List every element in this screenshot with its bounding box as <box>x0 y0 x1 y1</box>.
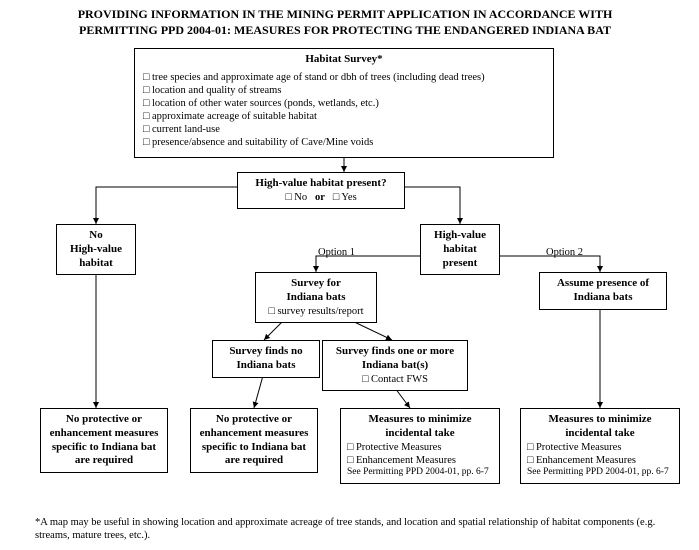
option2-label: Option 2 <box>546 246 583 259</box>
measures-box-2: Measures to minimizeincidental take □ Pr… <box>520 408 680 484</box>
finds-none-box: Survey finds noIndiana bats <box>212 340 320 378</box>
measures-box-1: Measures to minimizeincidental take □ Pr… <box>340 408 500 484</box>
habitat-item: □ approximate acreage of suitable habita… <box>141 110 547 123</box>
habitat-item: □ current land-use <box>141 123 547 136</box>
checkbox-icon: □ <box>285 192 294 203</box>
title-line-1: PROVIDING INFORMATION IN THE MINING PERM… <box>78 7 613 21</box>
habitat-item: □ tree species and approximate age of st… <box>141 71 547 84</box>
no-measures-box-1: No protective orenhancement measures spe… <box>40 408 168 473</box>
habitat-survey-title: Habitat Survey* <box>141 53 547 67</box>
habitat-item: □ location and quality of streams <box>141 84 547 97</box>
no-high-value-box: NoHigh-valuehabitat <box>56 224 136 275</box>
title-line-2: PERMITTING PPD 2004-01: MEASURES FOR PRO… <box>79 23 611 37</box>
habitat-item: □ presence/absence and suitability of Ca… <box>141 136 547 149</box>
decision-box: High-value habitat present? □ No or □ Ye… <box>237 172 405 209</box>
habitat-survey-items: □ tree species and approximate age of st… <box>141 71 547 150</box>
option1-label: Option 1 <box>318 246 355 259</box>
survey-for-box: Survey forIndiana bats □ survey results/… <box>255 272 377 323</box>
page-title: PROVIDING INFORMATION IN THE MINING PERM… <box>35 6 655 38</box>
footnote: *A map may be useful in showing location… <box>35 516 675 542</box>
decision-title: High-value habitat present? <box>244 177 398 191</box>
decision-options: □ No or □ Yes <box>244 191 398 204</box>
high-value-present-box: High-valuehabitatpresent <box>420 224 500 275</box>
no-measures-box-2: No protective orenhancement measures spe… <box>190 408 318 473</box>
habitat-item: □ location of other water sources (ponds… <box>141 97 547 110</box>
assume-presence-box: Assume presence ofIndiana bats <box>539 272 667 310</box>
habitat-survey-box: Habitat Survey* □ tree species and appro… <box>134 48 554 158</box>
finds-one-box: Survey finds one or moreIndiana bat(s) □… <box>322 340 468 391</box>
